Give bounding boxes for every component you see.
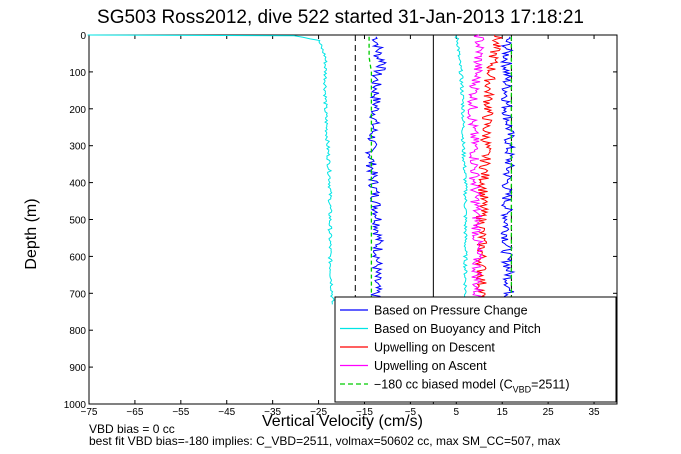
x-tick-label: −55 [172,407,189,418]
x-tick-label: 15 [497,407,509,418]
x-tick-label: −5 [405,407,417,418]
x-tick-label: 35 [588,407,600,418]
legend-label-2: Upwelling on Descent [374,341,495,355]
y-tick-label: 300 [69,142,86,153]
legend-text: Upwelling on Ascent [374,359,487,373]
y-tick-label: 500 [69,216,86,227]
series-line-1 [499,36,517,303]
y-tick-label: 100 [69,68,86,79]
y-tick-label: 600 [69,252,86,263]
series-line-6 [368,36,373,303]
legend-text: Based on Buoyancy and Pitch [374,322,541,336]
y-tick-label: 400 [69,179,86,190]
x-tick-label: 5 [454,407,460,418]
legend-label-4: −180 cc biased model (CVBD=2511) [374,378,569,395]
x-tick-label: −35 [264,407,281,418]
series-line-4 [474,34,503,305]
series-line-5 [466,34,485,305]
x-tick-label: −65 [126,407,143,418]
y-tick-label: 700 [69,289,86,300]
legend-text: −180 cc biased model (C [374,378,513,392]
legend-text: Based on Pressure Change [374,304,528,318]
footer-line-2: best fit VBD bias=-180 implies: C_VBD=25… [89,434,561,448]
legend-suffix: =2511) [531,378,569,392]
series-line-3 [454,35,468,305]
y-tick-label: 800 [69,326,86,337]
y-axis-label: Depth (m) [23,198,40,270]
legend-label-1: Based on Buoyancy and Pitch [374,322,541,336]
x-axis-label: Vertical Velocity (cm/s) [262,413,423,430]
y-tick-label: 200 [69,105,86,116]
y-tick-label: 0 [80,31,86,42]
x-tick-label: −25 [310,407,327,418]
x-tick-label: −75 [81,407,98,418]
y-tick-label: 900 [69,363,86,374]
legend-label-0: Based on Pressure Change [374,304,528,318]
legend-box [334,296,617,403]
x-tick-label: 25 [543,407,555,418]
legend-text: Upwelling on Descent [374,341,495,355]
series-line-2 [87,34,335,305]
y-tick-label: 1000 [64,400,87,411]
legend-label-3: Upwelling on Ascent [374,359,487,373]
chart-title: SG503 Ross2012, dive 522 started 31-Jan-… [97,7,584,28]
legend-subscript: VBD [513,385,532,395]
footer-line-1: VBD bias = 0 cc [89,422,175,436]
x-tick-label: −15 [356,407,373,418]
x-tick-label: −45 [218,407,235,418]
